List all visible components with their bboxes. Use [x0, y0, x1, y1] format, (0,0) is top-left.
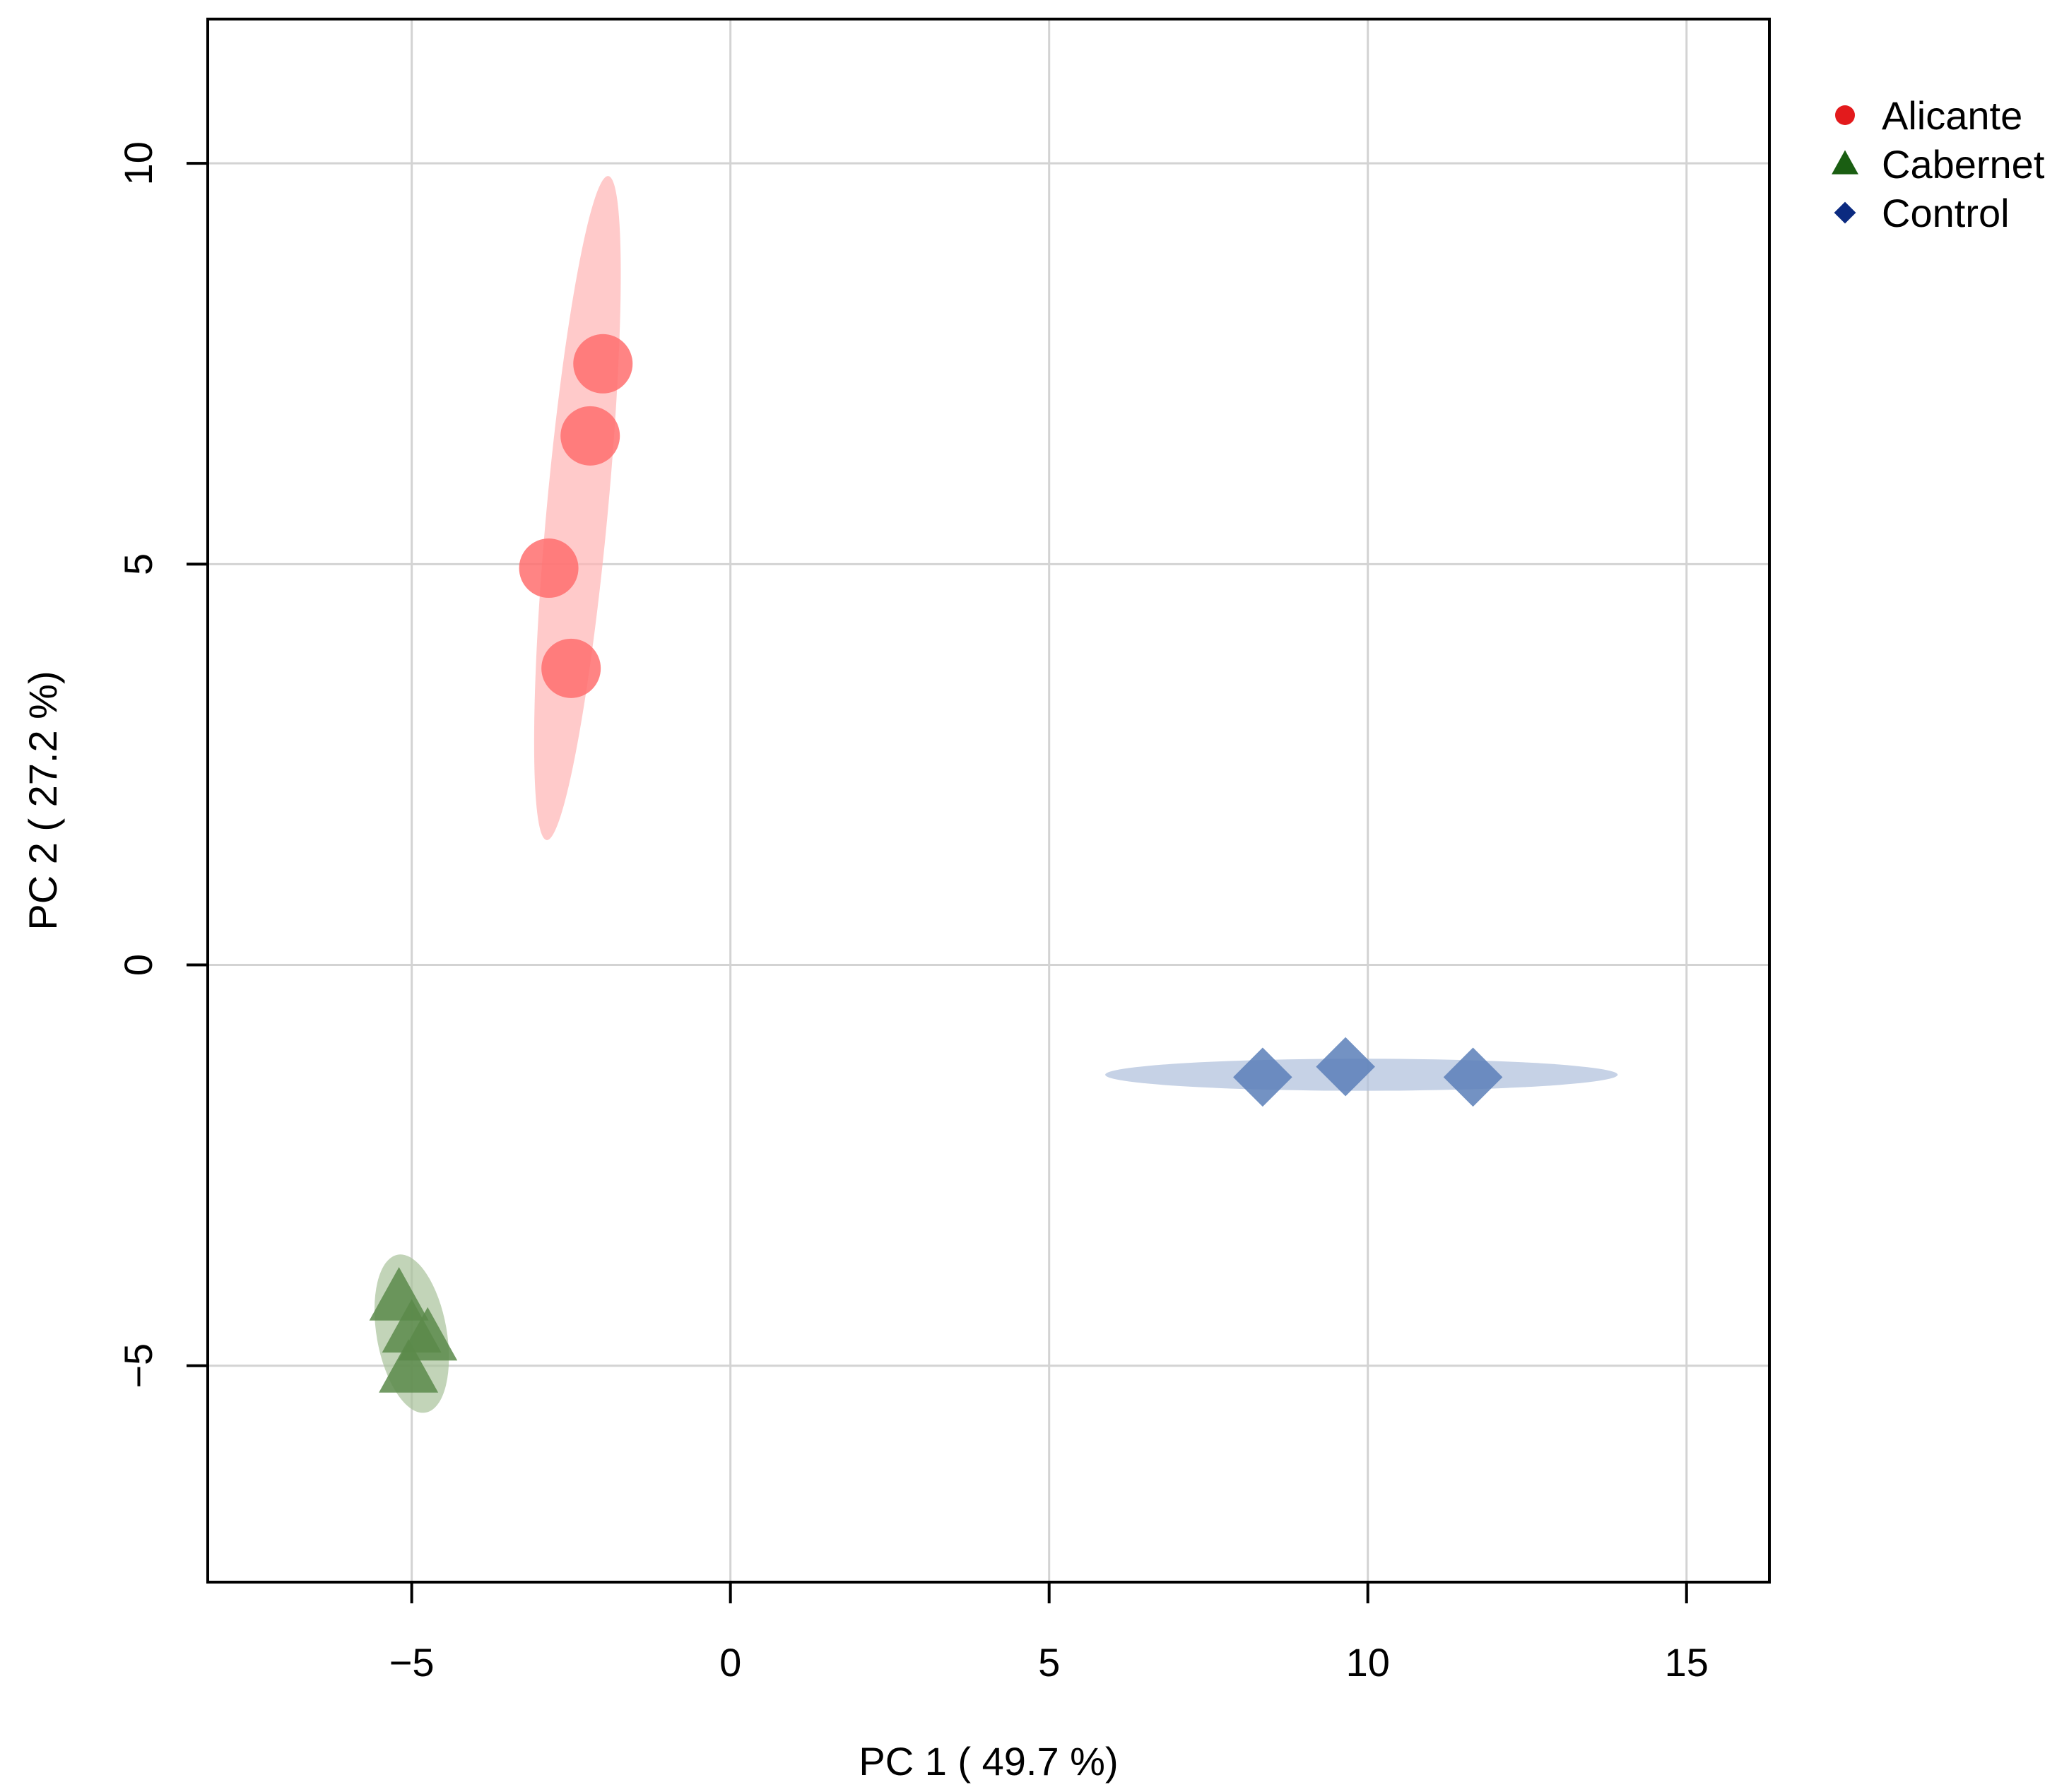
point-control — [1443, 1047, 1503, 1107]
y-axis-label: PC 2 ( 27.2 %) — [20, 671, 65, 930]
x-tick-label: 10 — [1346, 1640, 1390, 1685]
x-axis-label: PC 1 ( 49.7 %) — [859, 1739, 1118, 1784]
legend-marker-alicante — [1835, 105, 1855, 125]
legend-marker-control — [1834, 201, 1856, 224]
x-tick-label: 0 — [719, 1640, 741, 1685]
point-alicante — [573, 334, 633, 394]
confidence-ellipses — [374, 176, 1618, 1413]
y-axis-ticks: −5 0 5 10 — [116, 141, 208, 1389]
x-tick-label: 15 — [1665, 1640, 1709, 1685]
y-tick-label: 0 — [116, 954, 160, 976]
point-alicante — [541, 638, 601, 698]
y-tick-label: 5 — [116, 553, 160, 575]
point-control — [1233, 1047, 1292, 1107]
point-control — [1316, 1037, 1375, 1097]
legend-label-control: Control — [1882, 191, 2010, 235]
x-axis-ticks: −5 0 5 10 15 — [389, 1582, 1709, 1685]
ellipse-alicante — [534, 176, 621, 840]
legend-label-alicante: Alicante — [1882, 93, 2022, 138]
grid-lines — [208, 19, 1769, 1582]
point-alicante — [519, 538, 579, 599]
point-alicante — [560, 406, 620, 466]
y-tick-label: −5 — [116, 1343, 160, 1389]
plot-frame — [206, 18, 1771, 1584]
x-tick-label: 5 — [1038, 1640, 1060, 1685]
legend-marker-cabernet — [1832, 150, 1858, 175]
point-cabernet — [379, 1339, 439, 1393]
y-tick-label: 10 — [116, 141, 160, 185]
data-points — [369, 334, 1503, 1393]
legend-label-cabernet: Cabernet — [1882, 142, 2045, 187]
x-tick-label: −5 — [389, 1640, 435, 1685]
